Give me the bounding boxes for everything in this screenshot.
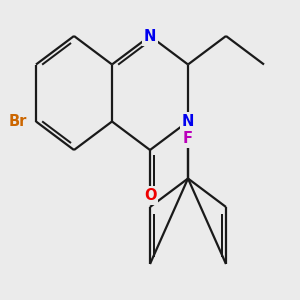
Text: O: O <box>144 188 156 203</box>
Text: N: N <box>182 114 194 129</box>
Text: F: F <box>183 131 193 146</box>
Text: Br: Br <box>9 114 27 129</box>
Text: N: N <box>144 28 156 44</box>
